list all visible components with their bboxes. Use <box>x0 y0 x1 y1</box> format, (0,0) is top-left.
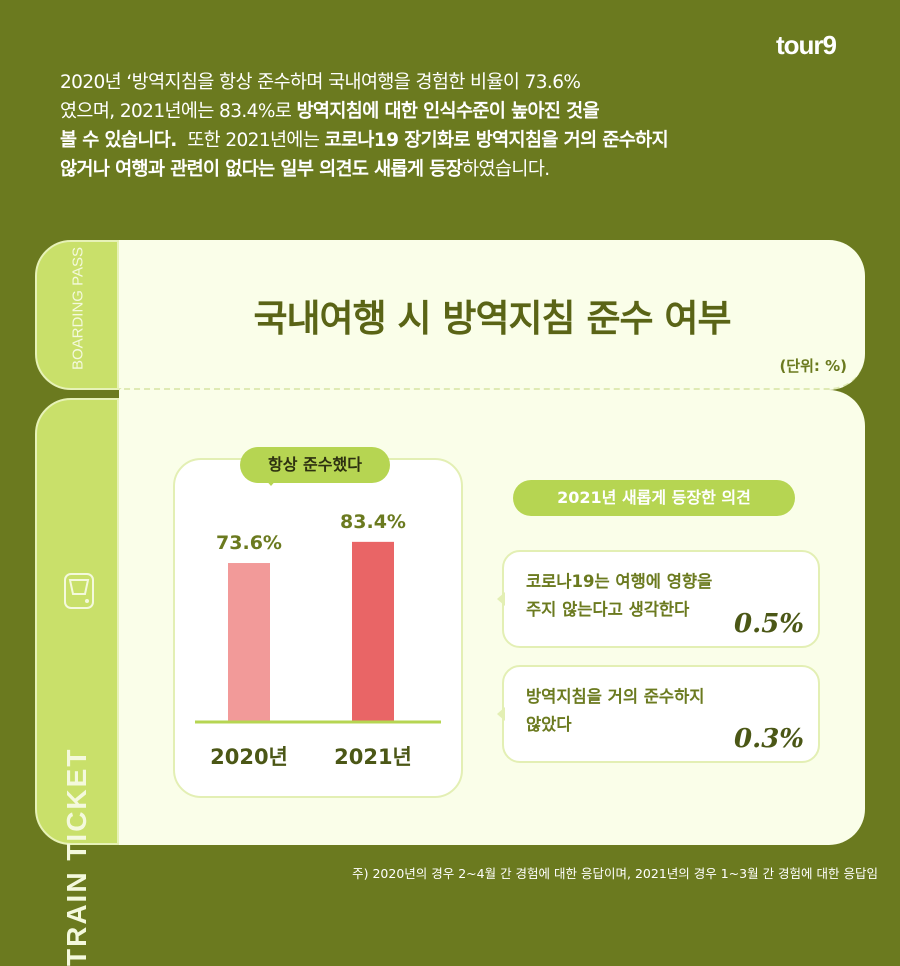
intro-line: 2020년 ‘방역지침을 항상 준수하며 국내여행을 경험한 비율이 73.6% <box>60 68 860 97</box>
intro-segment: 코로나19 장기화로 방역지침을 거의 준수하지 <box>324 130 669 151</box>
train-icon <box>64 573 94 609</box>
train-ticket-label: TRAIN TICKET <box>61 747 92 966</box>
intro-segment: 였으며, 2021년에는 83.4%로 <box>60 101 297 122</box>
title-section <box>119 240 865 390</box>
bar <box>352 541 394 722</box>
tour9-logo: tour9 <box>776 30 837 60</box>
page-title: 국내여행 시 방역지침 준수 여부 <box>253 297 731 340</box>
category-label: 2020년 <box>210 745 288 769</box>
boarding-pass-label: BOARDING PASS <box>69 246 87 371</box>
intro-line: 않거나 여행과 관련이 없다는 일부 의견도 새롭게 등장하였습니다. <box>60 155 860 184</box>
intro-segment: 볼 수 있습니다. <box>60 130 177 151</box>
intro-line: 였으며, 2021년에는 83.4%로 방역지침에 대한 인식수준이 높아진 것… <box>60 97 860 126</box>
unit-label: (단위: %) <box>779 357 847 375</box>
opinion-text: 코로나19는 여행에 영향을 <box>526 572 713 591</box>
bar <box>228 563 270 722</box>
intro-text: 2020년 ‘방역지침을 항상 준수하며 국내여행을 경험한 비율이 73.6%… <box>60 68 860 184</box>
intro-segment: 또한 2021년에는 <box>176 130 325 151</box>
opinion-value: 0.5% <box>734 609 804 639</box>
bar-chart: 73.6% 2020년 83.4% 2021년 <box>195 511 441 769</box>
intro-segment: 2020년 ‘방역지침을 항상 준수하며 국내여행을 경험한 비율이 73.6% <box>60 72 581 93</box>
opinion-text: 주지 않는다고 생각한다 <box>526 600 690 619</box>
category-label: 2021년 <box>334 745 412 769</box>
intro-segment: 않거나 여행과 관련이 없다는 일부 의견도 새롭게 등장 <box>60 159 463 180</box>
bar-value-label: 73.6% <box>216 532 282 554</box>
opinion-card: 방역지침을 거의 준수하지 않았다 0.3% <box>497 665 820 763</box>
opinion-card: 코로나19는 여행에 영향을 주지 않는다고 생각한다 0.5% <box>497 550 820 648</box>
opinions-title: 2021년 새롭게 등장한 의견 <box>513 480 795 516</box>
intro-segment: 하였습니다. <box>462 159 550 180</box>
opinion-text: 않았다 <box>526 715 572 734</box>
ticket-card: BOARDING PASS TRAIN TICKET 국내여행 시 방역지침 준… <box>35 240 865 966</box>
opinion-text: 방역지침을 거의 준수하지 <box>526 687 705 706</box>
chart-title: 항상 준수했다 <box>240 447 390 486</box>
intro-line: 볼 수 있습니다. 또한 2021년에는 코로나19 장기화로 방역지침을 거의… <box>60 126 860 155</box>
opinion-value: 0.3% <box>734 724 804 754</box>
boarding-pass-stub: BOARDING PASS <box>35 240 119 390</box>
intro-segment: 방역지침에 대한 인식수준이 높아진 것을 <box>296 101 600 122</box>
chart-box <box>173 458 463 798</box>
footnote: 주) 2020년의 경우 2~4월 간 경험에 대한 응답이며, 2021년의 … <box>352 866 878 881</box>
train-ticket-stub: TRAIN TICKET <box>35 398 119 966</box>
bar-value-label: 83.4% <box>340 511 406 533</box>
